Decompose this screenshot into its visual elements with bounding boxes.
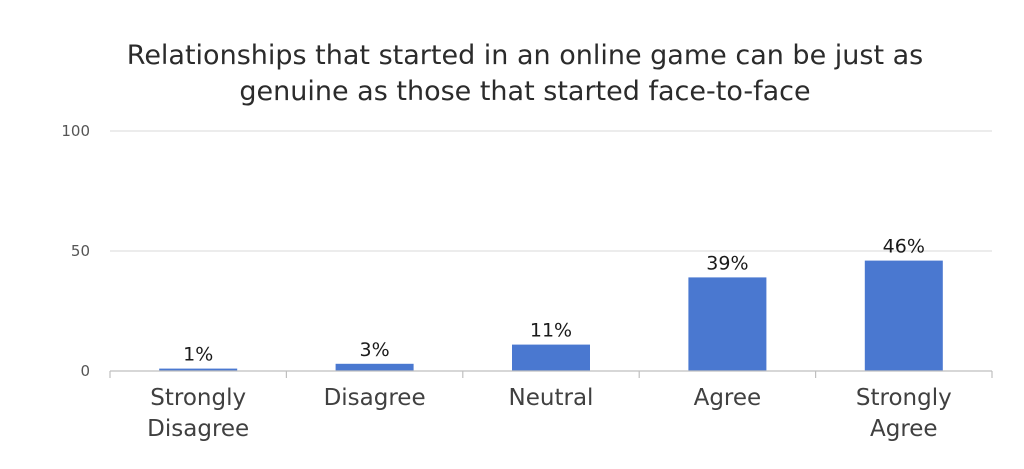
x-axis bbox=[109, 370, 993, 378]
x-tick-label-line: Strongly bbox=[150, 385, 246, 411]
data-labels: 1% 3% 11% 39% 46% bbox=[183, 236, 925, 366]
x-tick-label-line: Disagree bbox=[324, 385, 426, 411]
y-tick-label: 0 bbox=[80, 362, 90, 380]
x-tick-label-line: Agree bbox=[694, 385, 762, 411]
data-label: 3% bbox=[360, 339, 390, 361]
x-tick-label-line: Agree bbox=[870, 416, 938, 442]
x-tick-label-line: Strongly bbox=[856, 385, 952, 411]
y-tick-label: 100 bbox=[61, 122, 90, 140]
data-label: 11% bbox=[530, 320, 572, 342]
x-tick-label: Strongly Agree bbox=[856, 385, 952, 442]
gridlines bbox=[110, 130, 992, 252]
bars bbox=[159, 260, 943, 371]
x-tick-label-line: Disagree bbox=[147, 416, 249, 442]
bar bbox=[512, 344, 590, 371]
data-label: 46% bbox=[883, 236, 925, 258]
x-tick-label: Strongly Disagree bbox=[147, 385, 249, 442]
y-tick-label: 50 bbox=[71, 242, 90, 260]
x-tick-label-line: Neutral bbox=[509, 385, 594, 411]
x-tick-label: Neutral bbox=[509, 385, 594, 411]
x-tick-label: Disagree bbox=[324, 385, 426, 411]
bar bbox=[864, 260, 943, 371]
chart-title-line-2: genuine as those that started face-to-fa… bbox=[239, 76, 810, 107]
bar bbox=[335, 363, 414, 371]
bar bbox=[159, 368, 238, 371]
data-label: 1% bbox=[183, 344, 213, 366]
chart-title-line-1: Relationships that started in an online … bbox=[127, 40, 923, 71]
data-label: 39% bbox=[706, 252, 748, 274]
x-tick-label: Agree bbox=[694, 385, 762, 411]
bar bbox=[688, 277, 767, 371]
y-axis-ticks: 0 50 100 bbox=[61, 122, 90, 380]
